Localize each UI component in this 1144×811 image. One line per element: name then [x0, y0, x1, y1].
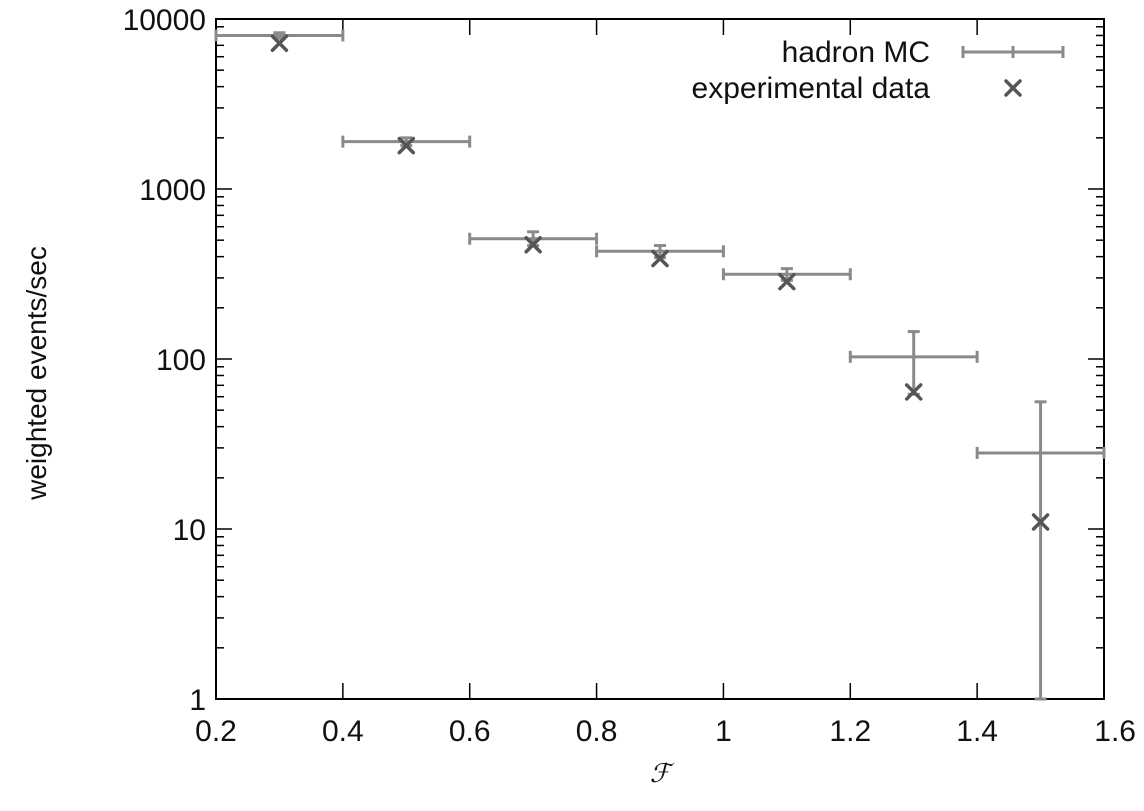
legend-cross-stroke [1004, 79, 1022, 97]
plot-border [215, 18, 1105, 700]
cross-stroke [270, 34, 289, 53]
experimental-data-point [778, 272, 796, 291]
legend-entry-hadron-mc: hadron MC [782, 36, 1065, 69]
x-axis-label: ℱ [650, 759, 675, 788]
x-axis: 0.2 0.4 0.6 0.8 1 1.2 1.4 1.6 [195, 19, 1136, 748]
cross-stroke [904, 383, 923, 401]
experimental-data-point [904, 383, 923, 401]
experimental-data-point [524, 235, 542, 254]
cross-stroke [651, 249, 669, 268]
legend-label: experimental data [692, 72, 931, 105]
hadron-mc-point [721, 267, 852, 282]
y-tick-label: 100 [156, 344, 206, 377]
x-tick-label: 0.2 [195, 715, 237, 748]
experimental-data-point [1031, 513, 1050, 531]
hadron-mc-point [975, 400, 1106, 701]
y-tick-label: 1000 [139, 174, 206, 207]
experimental-data-point [397, 136, 416, 155]
x-tick-label: 1 [715, 715, 732, 748]
cross-stroke [397, 136, 416, 155]
x-tick-label: 1.2 [829, 715, 871, 748]
x-tick-label: 1.4 [956, 715, 998, 748]
cross-stroke [524, 235, 542, 254]
y-axis-label: weighted events/sec [21, 246, 52, 501]
hadron-mc-series [214, 29, 1106, 701]
legend-label: hadron MC [782, 36, 930, 69]
experimental-data-point [651, 249, 669, 268]
cross-stroke [1031, 513, 1050, 531]
legend-entry-experimental-data: experimental data [692, 72, 1022, 105]
y-tick-label: 10 [173, 514, 206, 547]
hadron-mc-point [848, 330, 979, 396]
cross-stroke [778, 272, 796, 291]
hadron-mc-point [595, 244, 725, 260]
x-tick-label: 0.4 [322, 715, 364, 748]
experimental-data-series [270, 34, 1050, 531]
plot-frame [215, 18, 1105, 700]
x-tick-label: 1.6 [1094, 715, 1136, 748]
y-axis: 1 10 100 1000 10000 [123, 4, 1104, 717]
experimental-data-point [270, 34, 289, 53]
y-tick-label: 10000 [123, 4, 206, 37]
x-tick-label: 0.8 [576, 715, 618, 748]
x-tick-label: 0.6 [449, 715, 491, 748]
hadron-mc-point [214, 29, 345, 42]
y-tick-label: 1 [189, 684, 206, 717]
